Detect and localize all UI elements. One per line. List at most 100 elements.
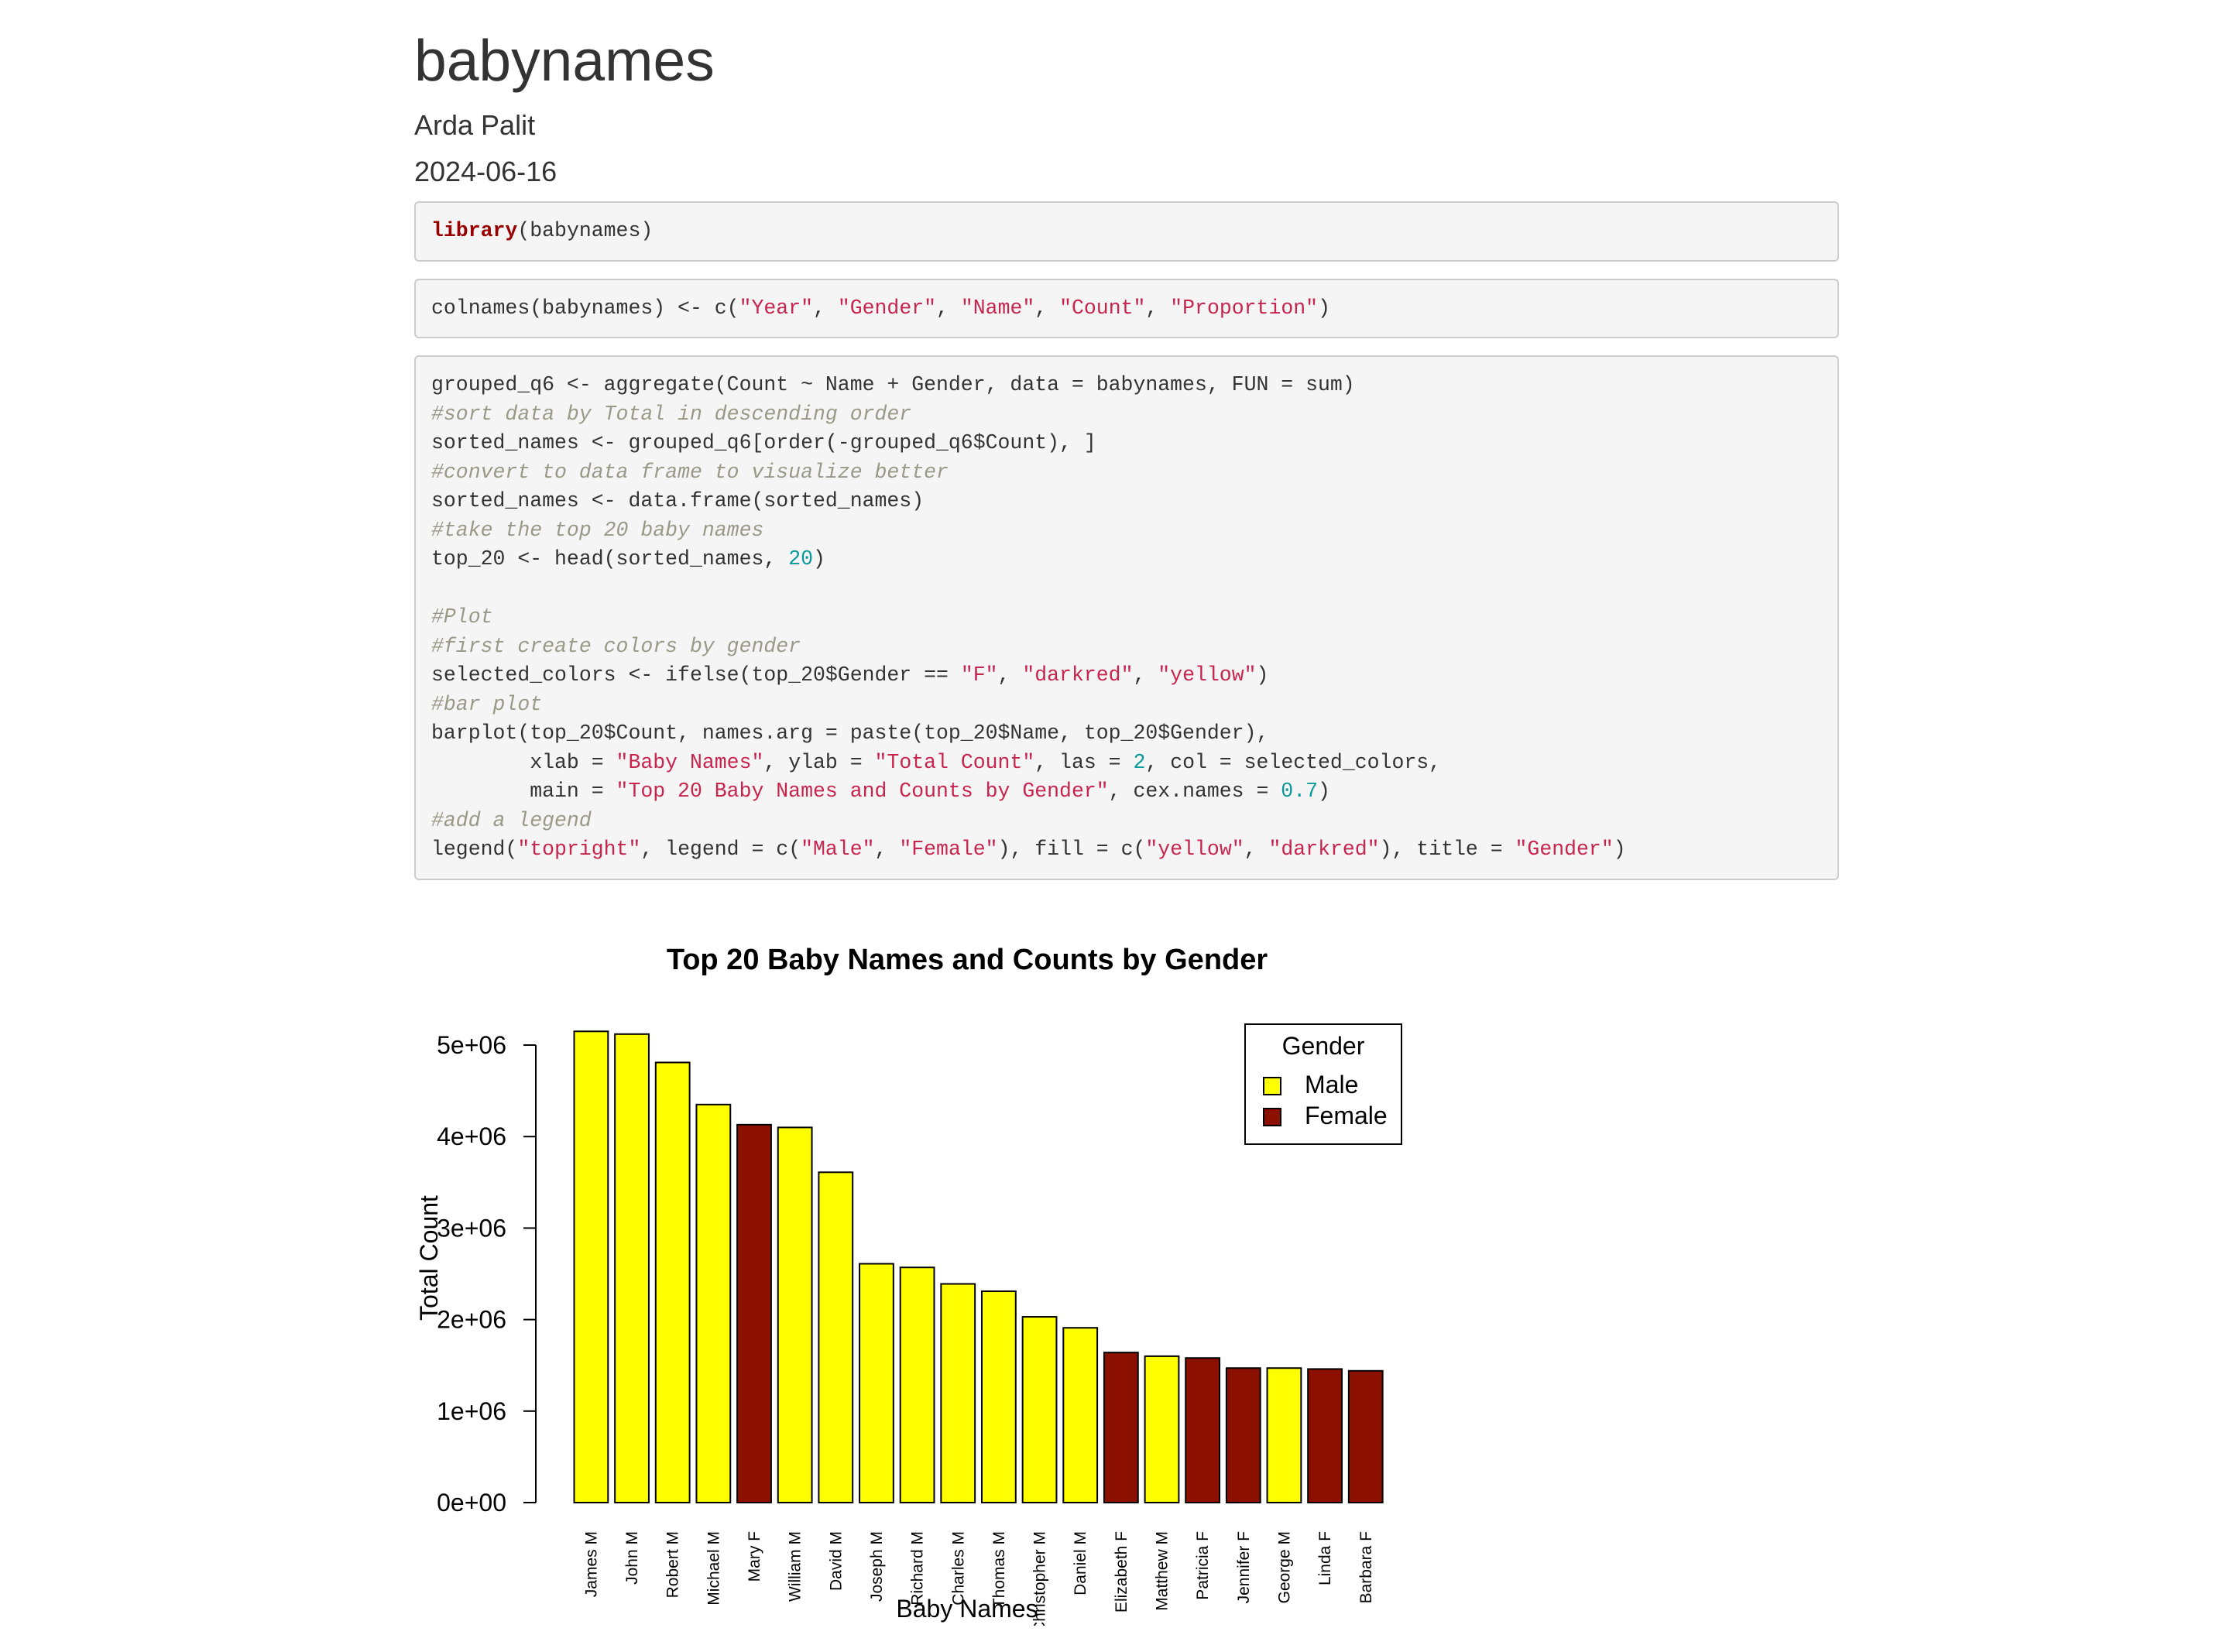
code-token: #Plot — [431, 605, 493, 629]
y-axis: 0e+00 1e+06 2e+06 3e+06 4e+06 5e+06 — [437, 1031, 537, 1517]
x-tick-label: Charles M — [949, 1531, 967, 1606]
x-tick-label: Richard M — [909, 1531, 927, 1606]
bar — [1347, 1369, 1384, 1503]
code-token: "Top 20 Baby Names and Counts by Gender" — [616, 780, 1109, 803]
code-line: xlab = "Baby Names", ylab = "Total Count… — [431, 749, 1822, 778]
bar — [859, 1263, 894, 1503]
code-token: "Proportion" — [1170, 296, 1319, 320]
code-token: "Female" — [899, 838, 998, 861]
code-token: "Gender" — [837, 296, 937, 320]
code-token: , — [1244, 838, 1269, 861]
x-tick-label: Barbara F — [1357, 1531, 1375, 1603]
bar — [1144, 1355, 1180, 1503]
code-token: 20 — [788, 547, 813, 571]
code-line — [431, 574, 1822, 604]
legend-title: Gender — [1282, 1032, 1365, 1060]
y-axis-label: Total Count — [415, 1195, 443, 1321]
code-token: colnames(babynames) <- c( — [431, 296, 739, 320]
bar — [614, 1033, 650, 1504]
code-token: "Name" — [960, 296, 1035, 320]
code-token: , las = — [1034, 750, 1134, 774]
x-tick-label: Linda F — [1316, 1531, 1334, 1585]
code-block-library: library(babynames) — [414, 201, 1839, 262]
code-token: #convert to data frame to visualize bett… — [431, 460, 949, 484]
code-line: grouped_q6 <- aggregate(Count ~ Name + G… — [431, 371, 1822, 400]
code-token: "darkred" — [1022, 663, 1134, 687]
code-token: , — [936, 296, 961, 320]
x-tick-label: Patricia F — [1194, 1531, 1212, 1600]
code-token: #sort data by Total in descending order — [431, 402, 912, 426]
code-token: 2 — [1133, 750, 1146, 774]
x-axis-label: Baby Names — [896, 1595, 1038, 1623]
legend-label: Female — [1305, 1102, 1388, 1129]
code-token: , — [997, 663, 1023, 687]
bars — [573, 1030, 1384, 1504]
code-token: "Gender" — [1515, 838, 1614, 861]
document-date: 2024-06-16 — [414, 156, 558, 187]
code-token: #first create colors by gender — [431, 634, 801, 658]
code-token: , ylab = — [763, 750, 875, 774]
code-token: , — [1133, 663, 1158, 687]
code-token: sorted_names <- data.frame(sorted_names) — [431, 489, 925, 512]
code-token: , col = selected_colors, — [1145, 750, 1442, 774]
code-token: "Male" — [801, 838, 875, 861]
x-tick-labels: James M John M Robert M Michael M Mary F Will… — [582, 1531, 1374, 1626]
bar-chart: Top 20 Baby Names and Counts by Gender T… — [415, 944, 1402, 1626]
code-line: main = "Top 20 Baby Names and Counts by … — [431, 777, 1822, 807]
code-token: #bar plot — [431, 692, 543, 716]
code-token: ), fill = c( — [997, 838, 1146, 861]
code-token: 0.7 — [1281, 780, 1319, 803]
code-token: , — [874, 838, 900, 861]
code-token: "F" — [960, 663, 998, 687]
x-tick-label: Matthew M — [1154, 1531, 1172, 1611]
code-token: "darkred" — [1268, 838, 1380, 861]
bar — [818, 1171, 854, 1503]
code-token: selected_colors <- ifelse(top_20$Gender … — [431, 663, 961, 687]
x-tick-label: Christopher M — [1031, 1531, 1049, 1626]
bar — [736, 1123, 772, 1503]
x-tick-label: David M — [827, 1531, 845, 1591]
bar — [654, 1061, 691, 1503]
code-line: top_20 <- head(sorted_names, 20) — [431, 545, 1822, 574]
x-tick-label: Thomas M — [990, 1531, 1008, 1608]
code-token: xlab = — [431, 750, 616, 774]
y-tick-label: 2e+06 — [437, 1306, 506, 1334]
code-token: (babynames) — [517, 219, 654, 242]
code-line: selected_colors <- ifelse(top_20$Gender … — [431, 661, 1822, 691]
code-token: , legend = c( — [640, 838, 801, 861]
code-token: top_20 <- head(sorted_names, — [431, 547, 789, 571]
bar — [1185, 1357, 1221, 1504]
y-tick-label: 4e+06 — [437, 1122, 506, 1150]
x-tick-label: Mary F — [746, 1531, 763, 1582]
legend-label: Male — [1305, 1071, 1358, 1098]
bar — [777, 1126, 813, 1503]
code-line: #sort data by Total in descending order — [431, 400, 1822, 430]
code-line: colnames(babynames) <- c("Year", "Gender… — [431, 294, 1822, 324]
code-line: barplot(top_20$Count, names.arg = paste(… — [431, 719, 1822, 749]
chart-title: Top 20 Baby Names and Counts by Gender — [667, 944, 1268, 976]
code-token: ) — [1613, 838, 1626, 861]
code-line: #Plot — [431, 603, 1822, 632]
legend: Gender Male Female — [1244, 1023, 1402, 1145]
code-line: #add a legend — [431, 807, 1822, 836]
x-tick-label: John M — [623, 1531, 641, 1585]
code-line: #first create colors by gender — [431, 632, 1822, 662]
bar — [1225, 1367, 1261, 1503]
code-block-colnames: colnames(babynames) <- c("Year", "Gender… — [414, 278, 1839, 338]
document: babynames Arda Palit 2024-06-16 library(… — [414, 23, 1839, 897]
code-line: legend("topright", legend = c("Male", "F… — [431, 835, 1822, 865]
code-line: library(babynames) — [431, 217, 1822, 246]
bar — [573, 1030, 609, 1503]
code-line: #convert to data frame to visualize bett… — [431, 458, 1822, 488]
document-title: babynames — [414, 28, 715, 93]
code-token: , cex.names = — [1108, 780, 1281, 803]
bar — [899, 1266, 935, 1503]
bar — [1307, 1368, 1343, 1503]
bar — [940, 1283, 976, 1503]
x-tick-label: Elizabeth F — [1113, 1531, 1130, 1613]
x-tick-label: Daniel M — [1072, 1531, 1089, 1595]
y-tick-label: 5e+06 — [437, 1031, 506, 1059]
code-token: "topright" — [517, 838, 641, 861]
document-author: Arda Palit — [414, 109, 536, 141]
code-token: #take the top 20 baby names — [431, 518, 764, 542]
